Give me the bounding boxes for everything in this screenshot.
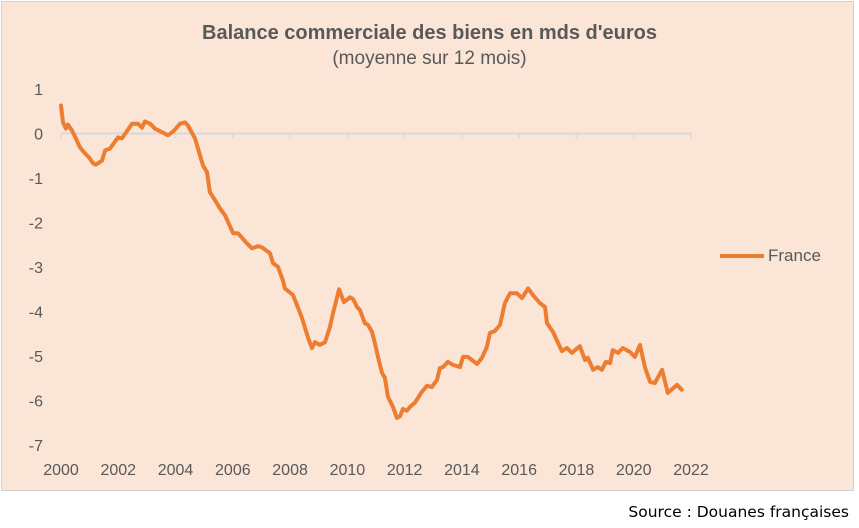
y-tick-label: 1 bbox=[34, 82, 43, 99]
y-tick-label: -3 bbox=[29, 260, 43, 277]
y-tick-label: -2 bbox=[29, 216, 43, 233]
x-tick-label: 2016 bbox=[501, 462, 537, 479]
y-tick-label: -5 bbox=[29, 349, 43, 366]
x-tick-label: 2020 bbox=[616, 462, 652, 479]
source-note: Source : Douanes françaises bbox=[628, 503, 849, 521]
chart-area bbox=[1, 1, 854, 491]
series-line-france bbox=[59, 103, 684, 420]
y-tick-label: -6 bbox=[29, 394, 43, 411]
y-tick-label: 0 bbox=[34, 127, 43, 144]
y-tick-label: -4 bbox=[29, 305, 43, 322]
legend-label: France bbox=[768, 246, 821, 265]
x-tick-label: 2012 bbox=[387, 462, 423, 479]
x-tick-label: 2010 bbox=[330, 462, 366, 479]
x-tick-label: 2002 bbox=[100, 462, 136, 479]
legend: France bbox=[720, 246, 821, 266]
x-tick-label: 2018 bbox=[559, 462, 595, 479]
x-tick-label: 2004 bbox=[158, 462, 194, 479]
chart-title: Balance commerciale des biens en mds d'e… bbox=[202, 22, 657, 44]
x-tick-label: 2000 bbox=[43, 462, 79, 479]
x-tick-label: 2008 bbox=[272, 462, 308, 479]
legend-swatch bbox=[720, 254, 764, 258]
y-tick-label: -1 bbox=[29, 171, 43, 188]
chart-subtitle: (moyenne sur 12 mois) bbox=[332, 48, 527, 69]
x-tick-label: 2022 bbox=[673, 462, 709, 479]
x-tick-label: 2006 bbox=[215, 462, 251, 479]
x-tick-label: 2014 bbox=[444, 462, 480, 479]
y-tick-label: -7 bbox=[29, 438, 43, 455]
